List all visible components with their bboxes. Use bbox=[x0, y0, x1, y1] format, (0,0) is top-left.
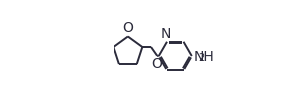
Text: O: O bbox=[151, 57, 162, 71]
Text: O: O bbox=[122, 21, 133, 35]
Text: N: N bbox=[161, 27, 172, 41]
Text: NH: NH bbox=[193, 49, 214, 63]
Text: 2: 2 bbox=[199, 53, 205, 63]
